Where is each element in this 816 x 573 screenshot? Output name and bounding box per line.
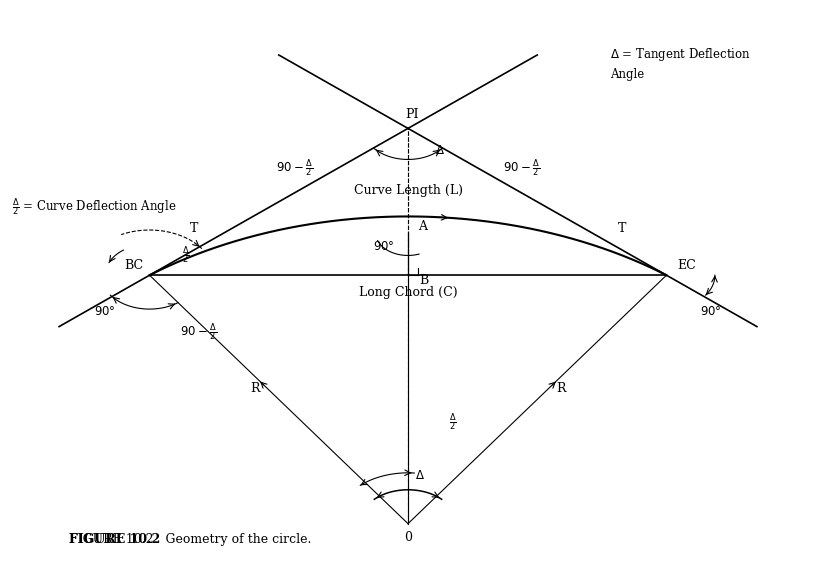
Text: EC: EC <box>677 258 696 272</box>
Text: $\frac{\Delta}{2}$: $\frac{\Delta}{2}$ <box>182 245 189 266</box>
Text: $90 - \frac{\Delta}{2}$: $90 - \frac{\Delta}{2}$ <box>277 157 313 179</box>
Text: $90°$: $90°$ <box>373 241 395 253</box>
Text: 0: 0 <box>404 531 412 544</box>
Text: $90 - \frac{\Delta}{2}$: $90 - \frac{\Delta}{2}$ <box>503 157 539 179</box>
Text: Long Chord (C): Long Chord (C) <box>359 286 457 299</box>
Text: FIGURE 10.2: FIGURE 10.2 <box>69 533 160 546</box>
Text: PI: PI <box>406 108 419 121</box>
Text: B: B <box>419 274 428 287</box>
Text: T: T <box>190 222 198 235</box>
Text: $90°$: $90°$ <box>700 305 721 319</box>
Text: $\Delta$: $\Delta$ <box>436 144 446 158</box>
Text: $\frac{\Delta}{2}$ = Curve Deflection Angle: $\frac{\Delta}{2}$ = Curve Deflection An… <box>12 197 177 218</box>
Text: $90°$: $90°$ <box>95 305 116 319</box>
Text: $\frac{\Delta}{2}$: $\frac{\Delta}{2}$ <box>449 411 456 433</box>
Text: $\Delta$: $\Delta$ <box>415 469 425 482</box>
Text: A: A <box>418 219 427 233</box>
Text: BC: BC <box>124 258 143 272</box>
Text: $\Delta$ = Tangent Deflection: $\Delta$ = Tangent Deflection <box>610 46 751 64</box>
Text: T: T <box>618 222 626 235</box>
Text: R: R <box>557 382 566 395</box>
Text: Angle: Angle <box>610 68 644 81</box>
Text: Curve Length (L): Curve Length (L) <box>353 184 463 197</box>
Text: R: R <box>250 382 259 395</box>
Text: FIGURE 10.2   Geometry of the circle.: FIGURE 10.2 Geometry of the circle. <box>69 533 311 546</box>
Text: $90 - \frac{\Delta}{2}$: $90 - \frac{\Delta}{2}$ <box>180 321 216 343</box>
